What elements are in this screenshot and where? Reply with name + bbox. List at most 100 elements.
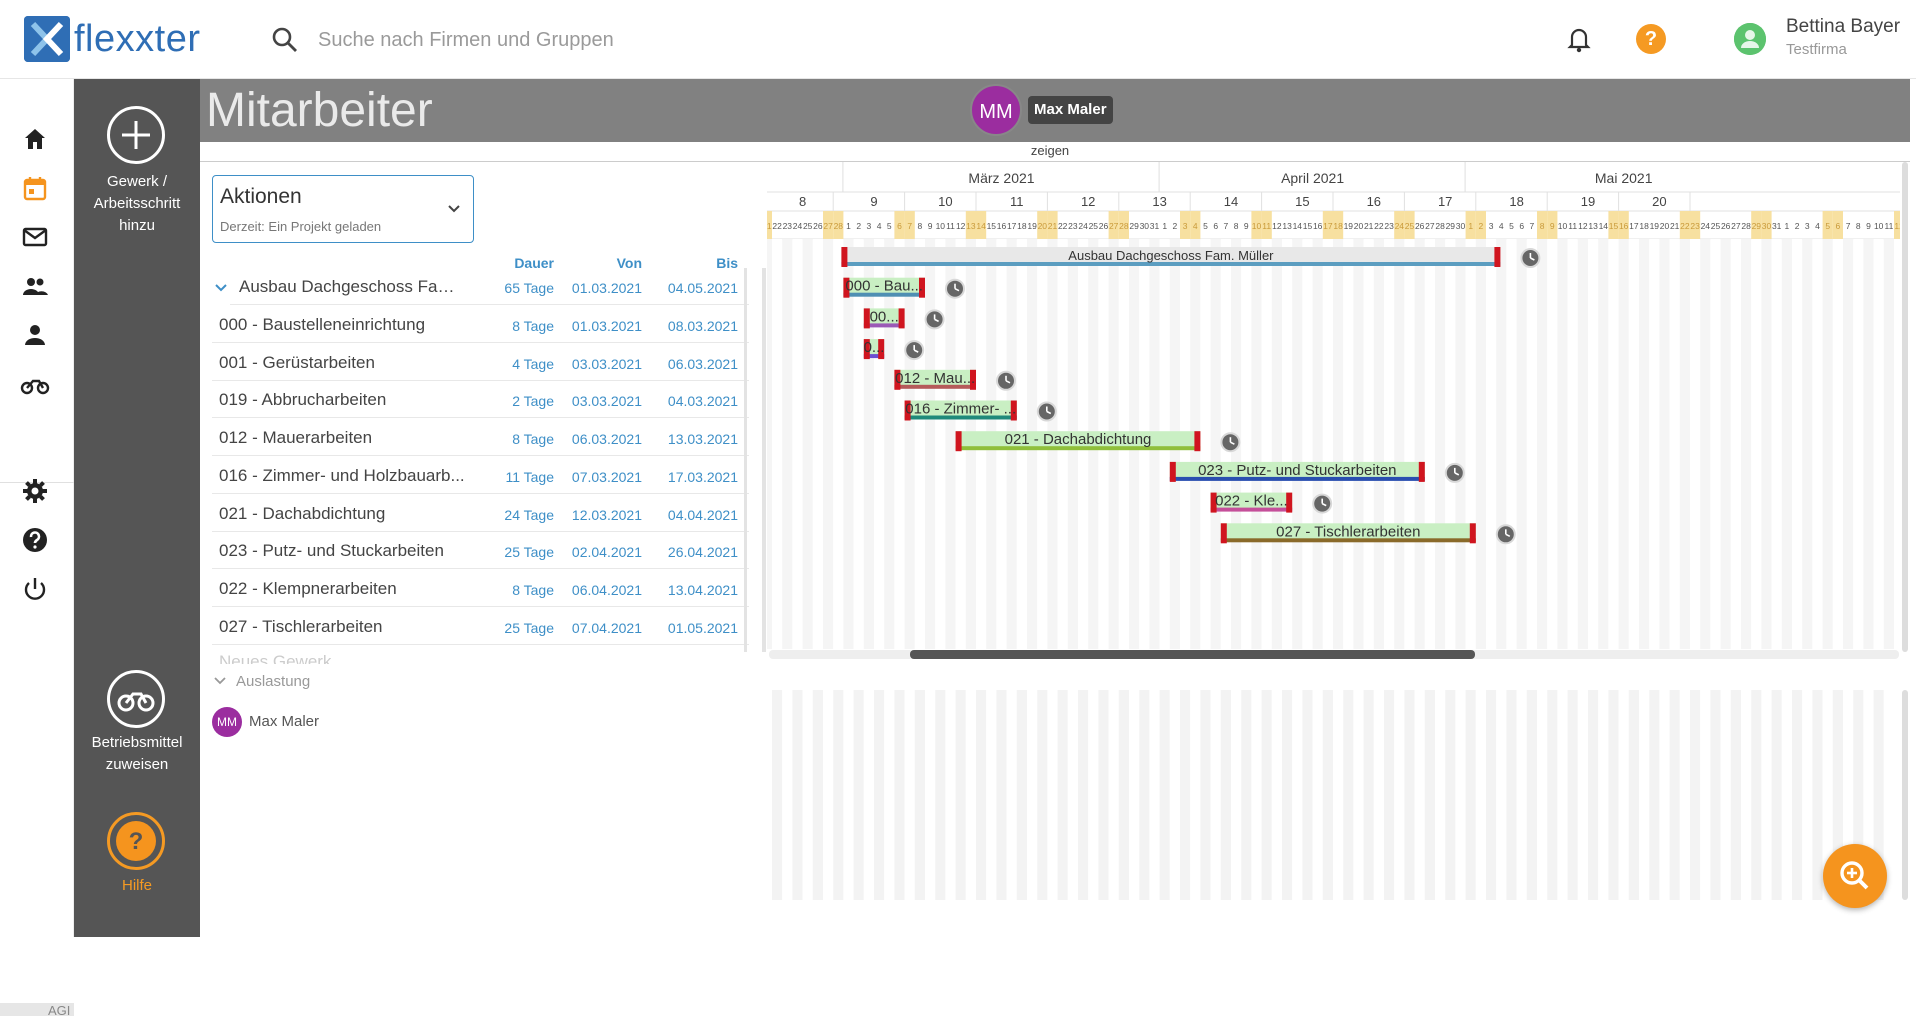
day-label: 23 bbox=[1690, 221, 1700, 231]
day-label: 25 bbox=[803, 221, 813, 231]
employee-avatar[interactable]: MM bbox=[970, 84, 1022, 136]
task-row[interactable]: 019 - Abbrucharbeiten 2 Tage 03.03.2021 04.… bbox=[212, 381, 749, 419]
gantt-task-bar[interactable]: 016 - Zimmer- ... bbox=[904, 400, 1017, 421]
task-row[interactable]: 001 - Gerüstarbeiten 4 Tage 03.03.2021 06.0… bbox=[212, 344, 749, 381]
day-label: 13 bbox=[1588, 221, 1598, 231]
task-to: 17.03.2021 bbox=[667, 468, 738, 485]
utilization-employee-name[interactable]: Max Maler bbox=[249, 713, 320, 730]
clock-icon[interactable] bbox=[1220, 432, 1241, 453]
day-label: 15 bbox=[1303, 221, 1313, 231]
utilization-collapse-icon[interactable] bbox=[213, 674, 227, 688]
motorbike-icon[interactable] bbox=[20, 369, 50, 399]
gantt-task-bar[interactable]: 022 - Kle... bbox=[1210, 492, 1293, 513]
clock-icon[interactable] bbox=[924, 309, 945, 330]
gantt-vertical-scrollbar[interactable] bbox=[1902, 162, 1908, 652]
mail-icon[interactable] bbox=[20, 222, 50, 252]
help-circle-icon[interactable] bbox=[20, 525, 50, 555]
add-task-label-1[interactable]: Gewerk / bbox=[106, 173, 167, 190]
logo-text[interactable]: flexxter bbox=[74, 18, 201, 60]
utilization-avatar[interactable]: MM bbox=[212, 707, 242, 737]
task-row[interactable]: 021 - Dachabdichtung 24 Tage 12.03.2021 04.… bbox=[212, 495, 749, 532]
employee-name-chip[interactable]: Max Maler bbox=[1028, 96, 1113, 124]
utilization-day-column bbox=[1129, 690, 1140, 900]
zoom-button[interactable] bbox=[1823, 844, 1887, 908]
column-header-duration[interactable]: Dauer bbox=[514, 255, 554, 271]
utilization-day-column bbox=[792, 690, 803, 900]
help-button[interactable]: ? bbox=[107, 812, 165, 870]
search-input[interactable] bbox=[318, 24, 918, 56]
clock-icon[interactable] bbox=[1495, 524, 1516, 545]
utilization-vertical-scrollbar[interactable] bbox=[1902, 690, 1908, 900]
day-label: 6 bbox=[1836, 221, 1841, 231]
utilization-label[interactable]: Auslastung bbox=[236, 673, 311, 690]
gantt-task-bar[interactable]: 021 - Dachabdichtung bbox=[955, 431, 1201, 452]
clock-icon[interactable] bbox=[1036, 401, 1057, 422]
day-label: 3 bbox=[1183, 221, 1188, 231]
add-task-button[interactable] bbox=[107, 106, 165, 164]
show-toggle[interactable]: zeigen bbox=[1030, 143, 1070, 158]
user-name[interactable]: Bettina Bayer bbox=[1786, 16, 1901, 37]
group-collapse-icon[interactable] bbox=[213, 280, 229, 296]
gantt-task-bar[interactable]: 023 - Putz- und Stuckarbeiten bbox=[1169, 461, 1425, 482]
task-row[interactable]: 012 - Mauerarbeiten 8 Tage 06.03.2021 13.03… bbox=[212, 419, 749, 457]
person-icon[interactable] bbox=[20, 320, 50, 350]
task-duration: 25 Tage bbox=[504, 544, 554, 561]
task-row[interactable]: 016 - Zimmer- und Holzbauarb... 11 Tage 07… bbox=[212, 457, 749, 494]
task-row[interactable]: 027 - Tischlerarbeiten 25 Tage 07.04.2021 0… bbox=[212, 608, 749, 645]
search-icon[interactable] bbox=[271, 26, 299, 54]
power-icon[interactable] bbox=[20, 574, 50, 604]
clock-icon[interactable] bbox=[904, 340, 925, 361]
gear-icon[interactable] bbox=[20, 476, 50, 506]
clock-icon[interactable] bbox=[1312, 493, 1333, 514]
gantt-task-bar[interactable]: 0... bbox=[864, 339, 885, 360]
calendar-icon[interactable] bbox=[20, 173, 50, 203]
clock-icon[interactable] bbox=[996, 370, 1016, 391]
project-group-row[interactable]: Ausbau Dachgeschoss Fam.... 65 Tage 01.0… bbox=[230, 268, 749, 305]
help-label[interactable]: Hilfe bbox=[121, 877, 152, 894]
day-label: 21 bbox=[1670, 221, 1680, 231]
day-label: 26 bbox=[1415, 221, 1425, 231]
flexxter-logo-icon[interactable] bbox=[24, 16, 70, 62]
day-label: 11 bbox=[1568, 221, 1577, 231]
project-summary-bar[interactable]: Ausbau Dachgeschoss Fam. Müller bbox=[841, 247, 1501, 267]
day-label: 11 bbox=[1884, 221, 1893, 231]
gantt-task-bar[interactable]: 027 - Tischlerarbeiten bbox=[1220, 523, 1476, 544]
bell-icon[interactable] bbox=[1564, 24, 1594, 54]
left-navigation: AGI bbox=[0, 79, 74, 1016]
clock-icon[interactable] bbox=[945, 278, 965, 299]
gantt-task-bar[interactable]: 000 - Bau... bbox=[843, 277, 925, 298]
gantt-task-bar[interactable]: 012 - Mau... bbox=[894, 369, 976, 390]
actions-select[interactable]: Aktionen Derzeit: Ein Projekt geladen bbox=[212, 175, 474, 243]
utilization-day-column bbox=[1710, 690, 1721, 900]
assign-equipment-label-2[interactable]: zuweisen bbox=[105, 756, 169, 773]
day-label: 25 bbox=[1711, 221, 1721, 231]
task-row[interactable]: 022 - Klempnerarbeiten 8 Tage 06.04.2021 13… bbox=[212, 570, 749, 607]
task-row[interactable]: 000 - Baustelleneinrichtung 8 Tage 01.03.2… bbox=[212, 306, 749, 343]
day-label: 4 bbox=[1499, 221, 1504, 231]
user-avatar[interactable] bbox=[1734, 23, 1766, 55]
task-row[interactable]: 023 - Putz- und Stuckarbeiten 25 Tage 02.0… bbox=[212, 532, 749, 570]
home-icon[interactable] bbox=[20, 124, 50, 154]
utilization-day-column bbox=[874, 690, 885, 900]
utilization-day-column bbox=[1883, 690, 1894, 900]
gantt-task-bar[interactable]: 00... bbox=[863, 308, 905, 329]
group-icon[interactable] bbox=[20, 271, 50, 301]
utilization-day-column bbox=[1506, 690, 1517, 900]
assign-equipment-button[interactable] bbox=[107, 670, 165, 728]
day-label: 24 bbox=[793, 221, 803, 231]
assign-equipment-label-1[interactable]: Betriebsmittel bbox=[91, 734, 183, 751]
utilization-day-column bbox=[802, 690, 813, 900]
add-task-label-3[interactable]: hinzu bbox=[119, 217, 155, 234]
clock-icon[interactable] bbox=[1520, 248, 1541, 268]
gantt-bar-label: 000 - Bau... bbox=[845, 278, 923, 295]
gantt-scroll-thumb[interactable] bbox=[910, 650, 1475, 659]
column-header-to[interactable]: Bis bbox=[716, 255, 738, 271]
day-label: 31 bbox=[1150, 221, 1160, 231]
day-label: 6 bbox=[1213, 221, 1218, 231]
gantt-chart[interactable]: März 2021 April 2021 Mai 2021 8 9 10 11 12 13 14 1… bbox=[767, 162, 1900, 662]
clock-icon[interactable] bbox=[1444, 462, 1465, 483]
table-scrollbar[interactable] bbox=[744, 268, 747, 652]
add-task-label-2[interactable]: Arbeitsschritt bbox=[93, 195, 181, 212]
column-header-from[interactable]: Von bbox=[616, 255, 642, 271]
help-icon[interactable]: ? bbox=[1636, 24, 1666, 54]
